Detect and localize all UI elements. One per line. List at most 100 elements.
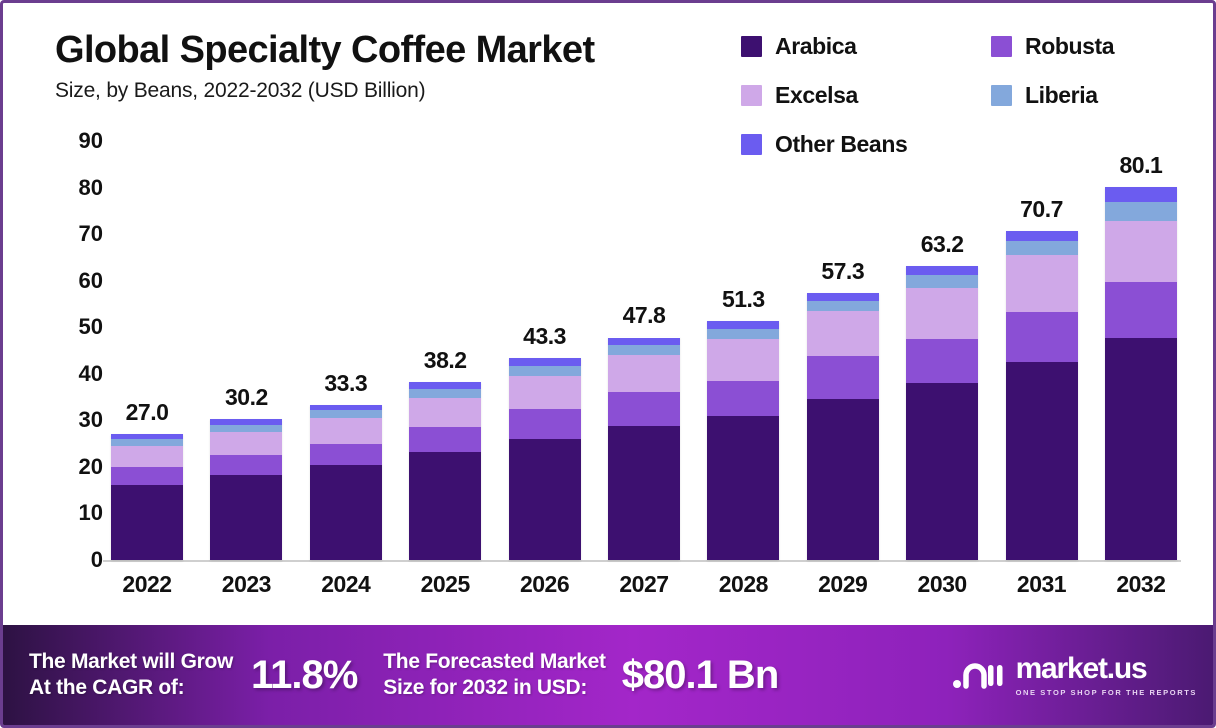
bar-segment-robusta[interactable]	[1005, 312, 1078, 362]
legend-item-liberia[interactable]: Liberia	[991, 82, 1191, 109]
bar-segment-excelsa[interactable]	[1005, 255, 1078, 313]
bar-segment-robusta[interactable]	[906, 338, 979, 383]
bar-segment-liberia[interactable]	[111, 439, 183, 446]
bar-segment-arabica[interactable]	[1005, 361, 1078, 560]
bar-segment-robusta[interactable]	[508, 409, 581, 439]
bar-segment-other-beans[interactable]	[111, 434, 183, 440]
bar-segment-liberia[interactable]	[409, 388, 482, 398]
bar-segment-arabica[interactable]	[806, 399, 879, 560]
forecast-size-caption: The Forecasted Market Size for 2032 in U…	[383, 649, 606, 702]
bar-segment-arabica[interactable]	[906, 382, 979, 560]
bar-segment-robusta[interactable]	[1104, 281, 1177, 338]
bar-segment-liberia[interactable]	[906, 275, 979, 288]
bar-segment-excelsa[interactable]	[906, 287, 979, 339]
bar-total-label: 33.3	[324, 369, 368, 396]
bar-segment-liberia[interactable]	[607, 344, 680, 356]
bar-segment-excelsa[interactable]	[210, 432, 283, 456]
bar-segment-robusta[interactable]	[111, 467, 183, 485]
bar-stack[interactable]	[906, 265, 979, 560]
bar-segment-liberia[interactable]	[806, 301, 879, 312]
bar-segment-robusta[interactable]	[806, 355, 879, 400]
legend-item-other-beans[interactable]: Other Beans	[741, 131, 991, 158]
bar-segment-arabica[interactable]	[707, 416, 780, 560]
bar-segment-arabica[interactable]	[1104, 337, 1177, 560]
bar-segment-arabica[interactable]	[210, 474, 283, 560]
bar-segment-robusta[interactable]	[607, 392, 680, 426]
bar-stack[interactable]	[707, 321, 780, 560]
x-axis-tick: 2022	[122, 571, 172, 597]
bar-group[interactable]: 30.2	[206, 141, 286, 560]
bar-segment-excelsa[interactable]	[111, 445, 183, 468]
bar-group[interactable]: 27.0	[107, 141, 187, 560]
bar-segment-arabica[interactable]	[607, 425, 680, 560]
bar-stack[interactable]	[1005, 230, 1078, 560]
bar-group[interactable]: 38.2	[405, 141, 485, 560]
bar-group[interactable]: 57.3	[803, 141, 883, 560]
x-axis-tick: 2024	[321, 571, 371, 597]
bar-segment-liberia[interactable]	[707, 329, 780, 339]
footer-banner: The Market will Grow At the CAGR of: 11.…	[3, 625, 1213, 725]
bar-segment-other-beans[interactable]	[309, 405, 382, 411]
bar-segment-arabica[interactable]	[508, 438, 581, 560]
bar-segment-other-beans[interactable]	[210, 419, 283, 425]
bar-segment-excelsa[interactable]	[806, 311, 879, 356]
x-axis-tick: 2029	[818, 571, 868, 597]
bar-segment-excelsa[interactable]	[707, 338, 780, 381]
bar-group[interactable]: 47.8	[604, 141, 684, 560]
bar-segment-excelsa[interactable]	[409, 397, 482, 428]
legend-item-robusta[interactable]: Robusta	[991, 33, 1191, 60]
bar-segment-excelsa[interactable]	[607, 355, 680, 393]
bar-stack[interactable]	[210, 419, 283, 560]
bar-group[interactable]: 43.3	[505, 141, 585, 560]
y-axis-tick: 20	[78, 453, 103, 479]
chart-legend: Arabica Robusta Excelsa Liberia Other Be…	[741, 33, 1191, 158]
y-axis-tick: 60	[78, 267, 103, 293]
legend-swatch-icon	[741, 36, 762, 57]
market-us-logo[interactable]: market.us ONE STOP SHOP FOR THE REPORTS	[952, 653, 1197, 698]
bar-segment-other-beans[interactable]	[508, 358, 581, 367]
bar-segment-other-beans[interactable]	[1005, 230, 1078, 242]
bar-total-label: 38.2	[423, 347, 467, 374]
bar-stack[interactable]	[508, 358, 581, 560]
bar-segment-liberia[interactable]	[309, 410, 382, 419]
legend-item-excelsa[interactable]: Excelsa	[741, 82, 991, 109]
bar-segment-arabica[interactable]	[409, 452, 482, 560]
y-axis: 90 80 70 60 50 40 30 20 10 0	[51, 128, 103, 572]
bar-segment-liberia[interactable]	[1005, 241, 1078, 256]
bar-segment-liberia[interactable]	[508, 366, 581, 376]
bar-stack[interactable]	[806, 293, 879, 560]
bar-segment-other-beans[interactable]	[607, 337, 680, 345]
size-caption-line2: Size for 2032 in USD:	[383, 676, 588, 699]
bar-segment-robusta[interactable]	[409, 427, 482, 453]
bar-segment-other-beans[interactable]	[1104, 187, 1177, 203]
bar-segment-robusta[interactable]	[309, 443, 382, 466]
bar-segment-other-beans[interactable]	[906, 265, 979, 276]
bar-segment-other-beans[interactable]	[409, 382, 482, 389]
legend-item-arabica[interactable]: Arabica	[741, 33, 991, 60]
bar-segment-excelsa[interactable]	[508, 375, 581, 410]
x-axis: 2022 2023 2024 2025 2026 2027 2028 2029 2030 2031…	[107, 571, 1181, 611]
bar-segment-excelsa[interactable]	[1104, 221, 1177, 282]
bar-group[interactable]: 51.3	[703, 141, 783, 560]
bar-segment-other-beans[interactable]	[707, 321, 780, 330]
bar-segment-liberia[interactable]	[1104, 202, 1177, 222]
bar-stack[interactable]	[607, 337, 680, 560]
bar-stack[interactable]	[111, 434, 183, 560]
bar-stack[interactable]	[409, 382, 482, 560]
bar-segment-robusta[interactable]	[210, 455, 283, 475]
bar-segment-liberia[interactable]	[210, 424, 283, 432]
bar-group[interactable]: 33.3	[306, 141, 386, 560]
bar-segment-arabica[interactable]	[111, 484, 183, 560]
cagr-caption-line1: The Market will Grow	[29, 649, 234, 673]
bar-segment-robusta[interactable]	[707, 380, 780, 417]
bar-group[interactable]: 70.7	[1002, 141, 1082, 560]
bar-segment-arabica[interactable]	[309, 465, 382, 560]
bar-segment-excelsa[interactable]	[309, 418, 382, 444]
bar-stack[interactable]	[1104, 187, 1177, 560]
logo-name: market.us	[1015, 651, 1148, 685]
y-axis-tick: 30	[78, 407, 103, 433]
bar-stack[interactable]	[309, 405, 382, 560]
bar-group[interactable]: 80.1	[1101, 141, 1181, 560]
bar-group[interactable]: 63.2	[902, 141, 982, 560]
bar-segment-other-beans[interactable]	[806, 293, 879, 302]
